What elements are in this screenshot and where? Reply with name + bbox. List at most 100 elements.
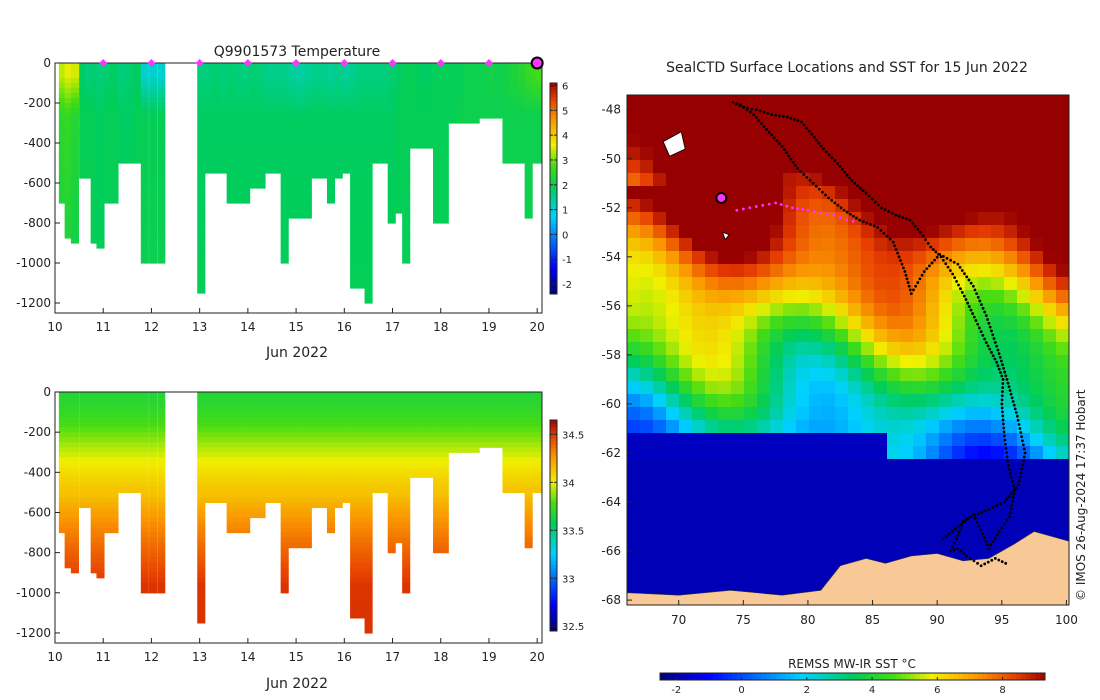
sst-cell bbox=[874, 121, 888, 135]
sst-cell bbox=[640, 225, 654, 239]
track-point bbox=[731, 100, 735, 104]
profile-cell bbox=[296, 183, 305, 189]
profile-cell bbox=[357, 507, 366, 514]
profile-cell bbox=[311, 158, 320, 164]
sst-cell bbox=[900, 121, 914, 135]
profile-cell bbox=[471, 447, 480, 453]
sst-cell bbox=[861, 511, 875, 525]
profile-cell bbox=[288, 397, 297, 403]
colorbar-segment bbox=[550, 206, 557, 211]
profile-cell bbox=[402, 208, 411, 214]
sst-cell bbox=[939, 342, 953, 356]
sst-cell bbox=[952, 199, 966, 213]
sst-cell bbox=[627, 511, 641, 525]
profile-cell bbox=[70, 188, 79, 194]
profile-cell bbox=[140, 178, 149, 184]
profile-cell bbox=[96, 547, 105, 554]
sst-cell bbox=[913, 472, 927, 486]
profile-cell bbox=[84, 487, 93, 493]
profile-cell bbox=[149, 487, 158, 493]
profile-cell bbox=[197, 497, 206, 504]
profile-cell bbox=[440, 497, 449, 504]
sst-cell bbox=[939, 290, 953, 304]
profile-cell bbox=[70, 103, 79, 109]
track-point bbox=[1002, 434, 1006, 438]
profile-cell bbox=[64, 73, 73, 79]
profile-cell bbox=[296, 83, 305, 89]
profile-cell bbox=[311, 407, 320, 413]
profile-cell bbox=[463, 442, 472, 448]
track-point bbox=[802, 173, 806, 176]
profile-cell bbox=[517, 472, 526, 478]
profile-cell bbox=[350, 223, 359, 229]
profile-cell bbox=[433, 123, 442, 129]
profile-cell bbox=[211, 462, 220, 468]
profile-cell bbox=[90, 233, 99, 239]
profile-cell bbox=[502, 113, 511, 119]
profile-cell bbox=[90, 173, 99, 179]
profile-cell bbox=[211, 452, 220, 458]
profile-cell bbox=[157, 88, 166, 94]
profile-cell bbox=[537, 113, 542, 119]
profile-cell bbox=[157, 198, 166, 204]
profile-cell bbox=[110, 442, 119, 448]
track-point bbox=[990, 558, 994, 562]
sst-cell bbox=[861, 199, 875, 213]
profile-cell bbox=[70, 143, 79, 149]
profile-cell bbox=[350, 587, 359, 594]
sst-cell bbox=[991, 498, 1005, 512]
profile-cell bbox=[334, 472, 343, 478]
profile-cell bbox=[70, 148, 79, 154]
sst-cell bbox=[1030, 420, 1044, 434]
profile-cell bbox=[204, 123, 213, 129]
profile-cell bbox=[479, 392, 488, 398]
profile-cell bbox=[110, 437, 119, 443]
profile-cell bbox=[249, 392, 258, 398]
sst-cell bbox=[991, 134, 1005, 148]
profile-cell bbox=[79, 163, 88, 169]
profile-cell bbox=[350, 263, 359, 269]
profile-cell bbox=[303, 507, 312, 514]
profile-cell bbox=[140, 447, 149, 453]
profile-cell bbox=[524, 537, 533, 544]
profile-cell bbox=[280, 562, 289, 569]
sst-cell bbox=[1043, 472, 1057, 486]
profile-cell bbox=[280, 63, 289, 69]
track-point bbox=[1000, 374, 1004, 378]
profile-cell bbox=[84, 417, 93, 423]
profile-cell bbox=[471, 108, 480, 114]
colorbar-tick-label: -2 bbox=[562, 280, 572, 291]
sst-cell bbox=[991, 316, 1005, 330]
sst-cell bbox=[718, 381, 732, 395]
profile-cell bbox=[379, 457, 389, 463]
profile-cell bbox=[326, 487, 336, 493]
profile-cell bbox=[531, 123, 540, 129]
track-point bbox=[960, 290, 964, 294]
sst-cell bbox=[835, 160, 849, 174]
track-point bbox=[1000, 406, 1004, 410]
profile-cell bbox=[117, 103, 126, 109]
sst-cell bbox=[926, 95, 940, 109]
track-point bbox=[1004, 442, 1007, 446]
profile-cell bbox=[265, 467, 274, 473]
profile-cell bbox=[288, 153, 297, 159]
profile-cell bbox=[487, 98, 496, 104]
profile-cell bbox=[249, 98, 258, 104]
profile-cell bbox=[531, 78, 540, 84]
profile-cell bbox=[417, 392, 426, 398]
profile-cell bbox=[117, 477, 126, 483]
sst-cell bbox=[835, 303, 849, 317]
sst-cell bbox=[705, 368, 719, 382]
profile-cell bbox=[364, 482, 373, 488]
profile-cell bbox=[402, 562, 411, 569]
profile-cell bbox=[90, 148, 99, 154]
profile-cell bbox=[79, 482, 88, 488]
sst-cell bbox=[874, 160, 888, 174]
sst-cell bbox=[770, 511, 784, 525]
profile-cell bbox=[117, 138, 126, 144]
profile-cell bbox=[311, 163, 320, 169]
profile-cell bbox=[272, 487, 282, 493]
profile-cell bbox=[79, 123, 88, 129]
profile-cell bbox=[265, 397, 274, 403]
